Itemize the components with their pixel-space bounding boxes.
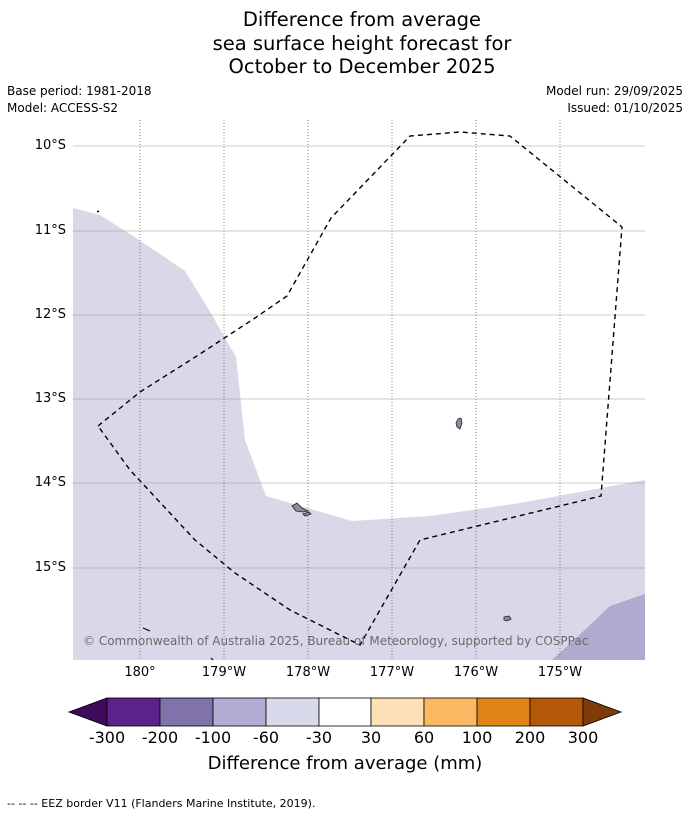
colorbar-tick: -300	[88, 728, 126, 747]
colorbar-arrow-right	[582, 697, 623, 727]
colorbar-title: Difference from average (mm)	[207, 753, 483, 774]
lon-label: 175°W	[537, 665, 583, 680]
lat-label: 14°S	[34, 475, 66, 490]
model-run: Model run: 29/09/2025	[545, 84, 683, 98]
lat-label: 13°S	[34, 391, 66, 406]
colorbar-segment	[529, 697, 584, 727]
meta-right: Model run: 29/09/2025 Issued: 01/10/2025	[546, 83, 683, 117]
colorbar-tick: -30	[305, 728, 333, 747]
colorbar-segment	[370, 697, 425, 727]
colorbar-arrow-left	[67, 697, 108, 727]
eez-legend: -- -- -- EEZ border V11 (Flanders Marine…	[7, 797, 316, 810]
lon-label: 179°W	[201, 665, 247, 680]
title-line-1: Difference from average	[242, 8, 482, 31]
issued-date: Issued: 01/10/2025	[567, 101, 683, 115]
lon-label: 177°W	[369, 665, 415, 680]
island-north	[455, 417, 463, 430]
lat-label: 11°S	[34, 223, 66, 238]
colorbar-tick: -60	[252, 728, 280, 747]
colorbar-tick: 30	[360, 728, 382, 747]
island-south	[503, 615, 512, 622]
colorbar-tick: -100	[194, 728, 232, 747]
colorbar-segment	[423, 697, 478, 727]
colorbar-segment	[318, 697, 372, 727]
colorbar-segment	[212, 697, 267, 727]
colorbar-segment	[265, 697, 320, 727]
coast-fragment-bottom	[210, 657, 214, 660]
island-central-1	[291, 502, 310, 513]
lat-label: 10°S	[34, 138, 66, 153]
coast-fragment-south	[142, 627, 151, 632]
model-name: Model: ACCESS-S2	[7, 101, 119, 115]
eez-border	[97, 131, 623, 646]
coast-fragment-north	[96, 210, 100, 213]
map-title: Difference from average sea surface heig…	[0, 8, 690, 79]
colorbar-segment	[159, 697, 214, 727]
title-line-2: sea surface height forecast for	[212, 31, 512, 55]
lon-label: 178°W	[285, 665, 331, 680]
lat-label: 12°S	[34, 307, 66, 322]
anomaly-region-mid	[552, 594, 645, 660]
colorbar-segment	[476, 697, 531, 727]
meta-left: Base period: 1981-2018 Model: ACCESS-S2	[7, 83, 152, 117]
copyright-text: © Commonwealth of Australia 2025, Bureau…	[83, 634, 588, 648]
lon-label: 176°W	[453, 665, 499, 680]
base-period: Base period: 1981-2018	[7, 84, 152, 98]
islands	[291, 417, 512, 622]
map-area	[73, 120, 645, 660]
lat-gridlines	[73, 145, 645, 569]
colorbar-tick: 200	[514, 728, 546, 747]
colorbar-segment	[106, 697, 161, 727]
colorbar-tick: 300	[567, 728, 599, 747]
colorbar-tick: -200	[141, 728, 179, 747]
lon-gridlines	[139, 120, 561, 660]
island-central-2	[302, 511, 312, 517]
title-line-3: October to December 2025	[228, 55, 496, 78]
anomaly-region-light	[73, 208, 645, 660]
colorbar	[67, 697, 623, 727]
lat-label: 15°S	[34, 560, 66, 575]
lon-label: 180°	[124, 665, 156, 680]
colorbar-tick: 100	[461, 728, 493, 747]
colorbar-tick: 60	[413, 728, 435, 747]
